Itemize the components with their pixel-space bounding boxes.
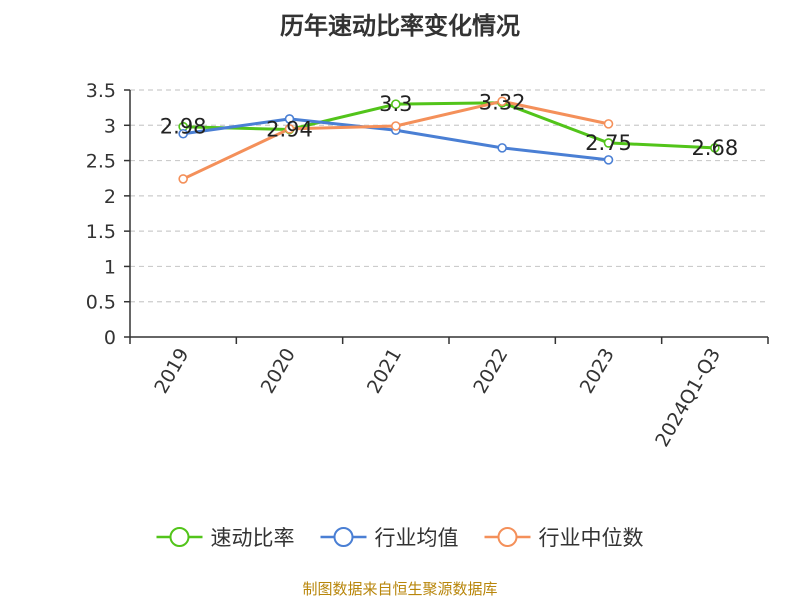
legend-label: 速动比率 <box>211 526 295 550</box>
axes <box>124 89 769 344</box>
grid <box>130 89 768 303</box>
data-label: 2.94 <box>266 118 313 142</box>
x-tick-label: 2020 <box>257 345 300 398</box>
data-point[interactable] <box>284 114 295 124</box>
data-labels: 2.98 2.94 3.3 3.32 2.75 2.68 <box>160 91 738 160</box>
legend-swatch-marker <box>333 527 354 547</box>
legend-label: 行业均值 <box>375 526 459 550</box>
data-point[interactable] <box>603 138 614 148</box>
data-point[interactable] <box>497 96 507 107</box>
y-tick-label: 2 <box>104 186 116 208</box>
series-line <box>183 101 715 150</box>
legend-swatch-marker <box>497 527 518 547</box>
data-point[interactable] <box>178 128 188 139</box>
chart-title: 历年速动比率变化情况 <box>280 12 520 40</box>
data-point[interactable] <box>603 155 614 165</box>
data-point[interactable] <box>391 121 401 131</box>
x-tick-label: 2024Q1-Q3 <box>651 345 725 451</box>
x-tick-label: 2019 <box>150 345 193 398</box>
legend-item[interactable]: 行业均值 <box>320 526 459 550</box>
legend-swatch-marker <box>169 527 190 547</box>
data-label: 3.3 <box>379 92 412 116</box>
series-layer <box>178 96 720 184</box>
data-label: 2.98 <box>160 115 207 139</box>
legend-item[interactable]: 速动比率 <box>156 526 295 550</box>
data-point[interactable] <box>497 143 507 153</box>
y-tick-label: 3.5 <box>86 80 116 102</box>
data-label: 3.32 <box>479 91 526 115</box>
data-point[interactable] <box>391 99 401 109</box>
legend-label: 行业中位数 <box>539 526 644 550</box>
legend-item[interactable]: 行业中位数 <box>484 526 644 550</box>
data-point[interactable] <box>178 174 188 184</box>
x-tick-label: 2021 <box>363 345 406 398</box>
y-tick-label: 3 <box>104 115 116 137</box>
data-point[interactable] <box>284 124 295 134</box>
data-point[interactable] <box>710 143 720 153</box>
x-tick-label: 2022 <box>469 344 512 397</box>
source-note: 制图数据来自恒生聚源数据库 <box>302 580 498 598</box>
y-tick-label: 2.5 <box>86 151 116 173</box>
y-tick-label: 1.5 <box>86 221 116 243</box>
x-tick-label: 2023 <box>576 345 619 398</box>
y-tick-label: 1 <box>104 256 116 278</box>
data-label: 2.75 <box>585 131 632 155</box>
y-ticks: 0 0.5 1 1.5 2 2.5 3 3.5 <box>86 80 116 349</box>
y-tick-label: 0.5 <box>86 292 116 314</box>
data-label: 2.68 <box>691 136 738 160</box>
y-tick-label: 0 <box>104 327 116 349</box>
x-ticks: 2019 2020 2021 2022 2023 2024Q1-Q3 <box>150 344 725 450</box>
legend[interactable]: 速动比率 行业均值 行业中位数 <box>156 526 644 550</box>
data-point[interactable] <box>603 119 614 129</box>
